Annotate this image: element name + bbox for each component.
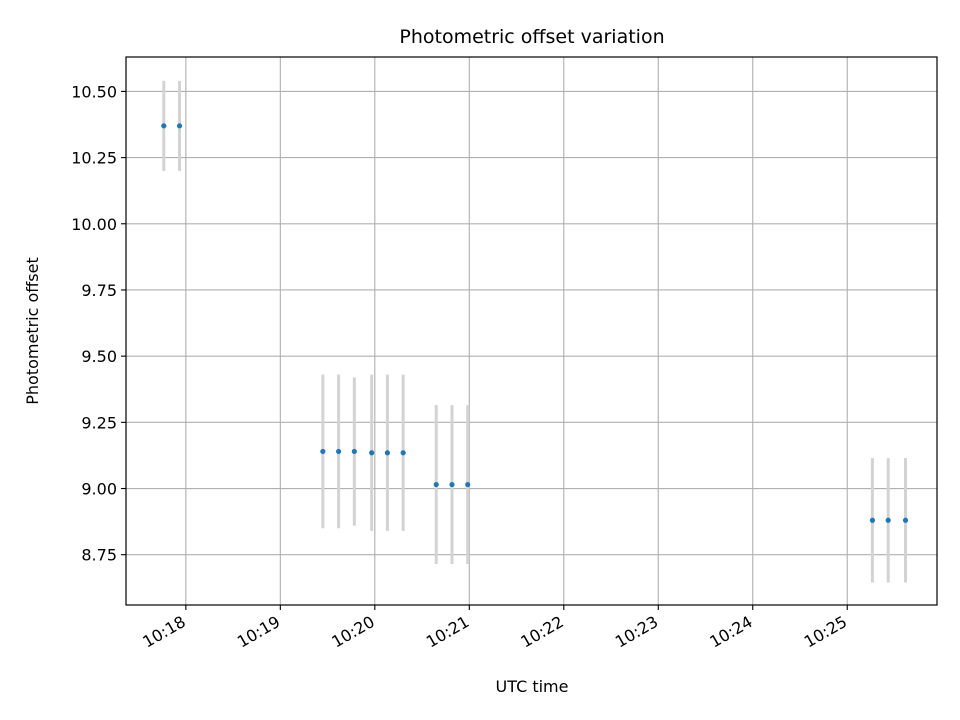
data-point: [161, 123, 167, 129]
point-layer: [161, 123, 909, 523]
y-tick-layer: 8.75 9.00 9.25 9.50 9.75 10.00 10.25 10.50: [71, 82, 126, 565]
data-point: [335, 448, 342, 455]
plot-frame: [125, 56, 938, 606]
data-point: [176, 123, 183, 129]
y-tick-label: 8.75: [81, 546, 117, 565]
y-tick-label: 10.25: [71, 149, 117, 168]
y-tick-label: 9.50: [81, 347, 117, 366]
y-tick-label: 10.00: [71, 215, 117, 234]
data-point: [885, 517, 891, 523]
data-point: [384, 450, 391, 456]
data-point: [433, 481, 439, 488]
data-point: [449, 481, 455, 488]
y-tick-label: 9.00: [81, 480, 117, 499]
data-point: [869, 517, 876, 523]
y-tick-label: 10.50: [71, 82, 117, 101]
x-axis-label: UTC time: [496, 677, 569, 696]
data-point: [465, 481, 471, 488]
y-axis-label: Photometric offset: [23, 257, 42, 405]
grid-layer: [126, 57, 937, 605]
y-tick-label: 9.25: [81, 413, 117, 432]
y-tick-label: 9.75: [81, 281, 117, 300]
data-point: [369, 450, 375, 456]
data-point: [351, 448, 357, 455]
chart-title: Photometric offset variation: [399, 26, 664, 48]
data-point: [400, 450, 406, 456]
data-point: [320, 448, 326, 455]
data-point: [902, 517, 909, 523]
